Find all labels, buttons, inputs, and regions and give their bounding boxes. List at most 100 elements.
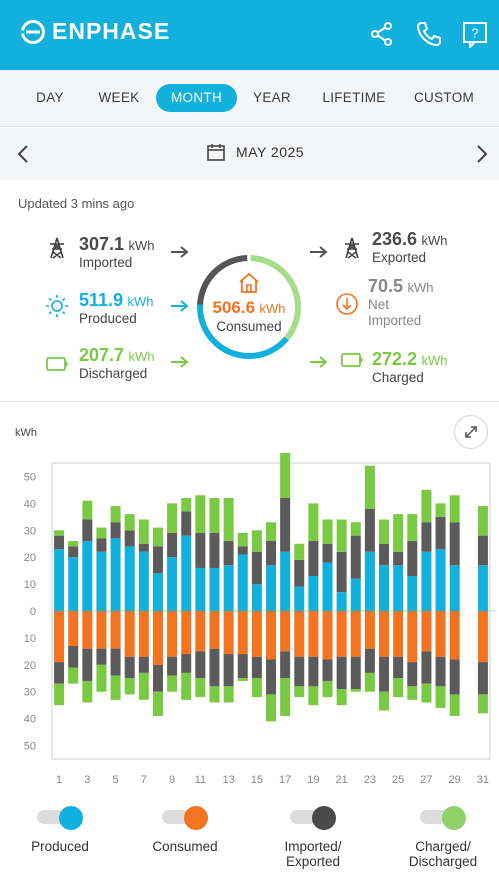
help-icon[interactable]: ?	[461, 20, 489, 48]
produced-bar	[294, 587, 304, 611]
produced-bar	[393, 565, 403, 611]
tab-week[interactable]: WEEK	[92, 84, 146, 112]
import-export-bar	[266, 659, 276, 694]
updated-text: Updated 3 mins ago	[18, 196, 134, 211]
home-icon	[237, 271, 261, 295]
import-export-bar	[224, 541, 234, 565]
produced-bar	[337, 592, 347, 611]
consumed-bar	[323, 611, 333, 659]
legend-charged-discharged[interactable]: Charged/ Discharged	[395, 806, 491, 870]
import-export-bar	[365, 649, 375, 673]
charge-discharge-bar	[351, 522, 361, 535]
charge-discharge-bar	[68, 668, 78, 684]
charge-discharge-bar	[294, 686, 304, 697]
charge-discharge-bar	[224, 686, 234, 702]
produced-value: 511.9	[79, 290, 123, 310]
charge-discharge-bar	[351, 689, 361, 692]
charged-metric: 272.2 kWh Charged	[372, 349, 448, 386]
charge-discharge-bar	[125, 678, 135, 694]
chevron-left-icon[interactable]	[13, 142, 35, 166]
produced-bar	[238, 554, 248, 611]
share-icon[interactable]	[368, 20, 396, 48]
net-imported-label-line1: Net	[368, 297, 434, 313]
consumed-bar	[54, 611, 64, 662]
consumed-value: 506.6	[213, 298, 256, 317]
charge-discharge-bar	[450, 495, 460, 522]
charged-label: Charged	[372, 370, 448, 386]
charge-discharge-bar	[68, 541, 78, 546]
import-export-bar	[139, 657, 149, 673]
imported-exported-toggle[interactable]	[290, 806, 336, 828]
import-export-bar	[82, 649, 92, 681]
tab-custom[interactable]: CUSTOM	[414, 84, 474, 112]
import-export-bar	[294, 657, 304, 687]
consumed-bar	[181, 611, 191, 654]
import-export-bar	[252, 552, 262, 584]
produced-bar	[421, 552, 431, 611]
tab-month[interactable]: MONTH	[156, 84, 237, 112]
charged-unit: kWh	[422, 353, 448, 368]
consumed-bar	[407, 611, 417, 662]
x-tick-label: 9	[169, 774, 175, 786]
grid-tower-icon	[45, 236, 69, 260]
produced-metric: 511.9 kWh Produced	[79, 290, 154, 327]
import-export-bar	[167, 533, 177, 557]
enphase-logo: ENPHASE	[20, 18, 170, 45]
produced-bar	[266, 565, 276, 611]
import-export-bar	[421, 651, 431, 683]
tab-day[interactable]: DAY	[28, 84, 72, 112]
consumed-bar	[393, 611, 403, 657]
consumed-toggle[interactable]	[162, 806, 208, 828]
consumed-bar	[379, 611, 389, 657]
import-export-bar	[96, 538, 106, 551]
y-tick-label: 40	[24, 498, 36, 510]
import-export-bar	[337, 657, 347, 689]
exported-value: 236.6	[372, 229, 417, 249]
charge-discharge-bar	[407, 686, 417, 699]
charge-discharge-bar	[308, 686, 318, 705]
y-tick-label: 30	[24, 687, 36, 699]
produced-bar	[82, 541, 92, 611]
charged-discharged-toggle[interactable]	[420, 806, 466, 828]
date-label: MAY 2025	[236, 144, 304, 160]
charge-discharge-bar	[266, 694, 276, 721]
date-display[interactable]: MAY 2025	[206, 142, 304, 162]
arrow-right-icon	[171, 356, 189, 368]
grid-tower-icon	[340, 236, 364, 260]
produced-bar	[54, 549, 64, 611]
charge-discharge-bar	[266, 522, 276, 541]
import-export-bar	[195, 533, 205, 568]
legend-consumed[interactable]: Consumed	[145, 806, 225, 855]
arrow-right-icon	[310, 246, 328, 258]
x-tick-label: 23	[364, 774, 376, 786]
legend-imported-exported[interactable]: Imported/ Exported	[265, 806, 361, 870]
chevron-right-icon[interactable]	[470, 142, 492, 166]
produced-bar	[139, 552, 149, 611]
import-export-bar	[252, 657, 262, 679]
produced-bar	[252, 584, 262, 611]
y-tick-label: 20	[24, 552, 36, 564]
import-export-bar	[478, 536, 488, 566]
exported-unit: kWh	[422, 233, 448, 248]
import-export-bar	[478, 662, 488, 694]
consumed-bar	[450, 611, 460, 659]
tab-lifetime[interactable]: LIFETIME	[320, 84, 388, 112]
produced-bar	[351, 579, 361, 611]
tab-year[interactable]: YEAR	[250, 84, 294, 112]
produced-label: Produced	[79, 311, 154, 327]
y-tick-label: 10	[24, 633, 36, 645]
y-tick-label: 50	[24, 741, 36, 753]
x-tick-label: 17	[279, 774, 291, 786]
produced-toggle[interactable]	[37, 806, 83, 828]
phone-icon[interactable]	[415, 20, 443, 48]
expand-chart-button[interactable]	[454, 415, 488, 449]
app-header: ENPHASE ?	[0, 0, 499, 70]
y-tick-label: 50	[24, 471, 36, 483]
produced-bar	[96, 552, 106, 611]
import-export-bar	[365, 509, 375, 552]
consumed-bar	[266, 611, 276, 659]
import-export-bar	[209, 533, 219, 568]
discharged-metric: 207.7 kWh Discharged	[79, 345, 155, 382]
legend-produced[interactable]: Produced	[20, 806, 100, 855]
produced-bar	[478, 565, 488, 611]
